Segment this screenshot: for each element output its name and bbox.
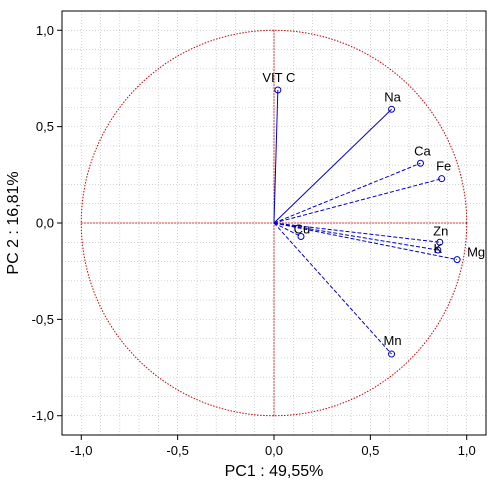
point-k xyxy=(434,246,442,254)
point-mg xyxy=(453,256,461,264)
y-tick-label: -1,0 xyxy=(32,408,54,423)
vector-vit-c xyxy=(273,90,279,224)
point-na xyxy=(388,105,396,113)
point-vit-c xyxy=(274,86,282,94)
point-fe xyxy=(438,175,446,183)
x-axis-title: PC1 : 49,55% xyxy=(225,463,324,480)
y-tick-label: 0,5 xyxy=(36,119,54,134)
x-tick-label: 1,0 xyxy=(458,443,476,458)
x-tick-label: -1,0 xyxy=(70,443,92,458)
y-tick-label: -0,5 xyxy=(32,312,54,327)
point-zn xyxy=(436,238,444,246)
variable-labels: VIT C Na Ca Fe Zn K Mg Cu Mn xyxy=(262,70,485,348)
vector-k xyxy=(273,222,438,251)
y-axis-title: PC 2 : 16,81% xyxy=(5,171,22,274)
vector-mn xyxy=(273,222,392,355)
label-mn: Mn xyxy=(384,333,402,348)
x-tick-label: 0,0 xyxy=(265,443,283,458)
loading-vectors xyxy=(273,90,458,355)
vector-na xyxy=(273,108,392,224)
y-axis-ticks: 1,0 0,5 0,0 -0,5 -1,0 xyxy=(32,23,62,423)
point-ca xyxy=(416,159,424,167)
vector-cu xyxy=(273,222,302,237)
label-vit-c: VIT C xyxy=(262,70,295,85)
unit-circle-layer xyxy=(80,29,468,417)
point-cu xyxy=(297,232,305,240)
x-axis-ticks: -1,0 -0,5 0,0 0,5 1,0 xyxy=(70,435,476,458)
vector-fe xyxy=(273,178,442,224)
label-cu: Cu xyxy=(294,221,311,236)
label-fe: Fe xyxy=(436,159,451,174)
vector-zn xyxy=(273,222,440,243)
label-zn: Zn xyxy=(433,223,448,238)
vector-ca xyxy=(273,162,421,224)
unit-circle xyxy=(80,29,468,417)
x-tick-label: 0,5 xyxy=(361,443,379,458)
label-na: Na xyxy=(384,89,401,104)
x-tick-label: -0,5 xyxy=(166,443,188,458)
vector-mg xyxy=(273,222,458,261)
loading-points xyxy=(274,86,461,358)
label-mg: Mg xyxy=(467,245,485,260)
label-ca: Ca xyxy=(414,143,431,158)
label-k: K xyxy=(433,241,442,256)
y-tick-label: 0,0 xyxy=(36,216,54,231)
y-tick-label: 1,0 xyxy=(36,23,54,38)
point-mn xyxy=(388,350,396,358)
